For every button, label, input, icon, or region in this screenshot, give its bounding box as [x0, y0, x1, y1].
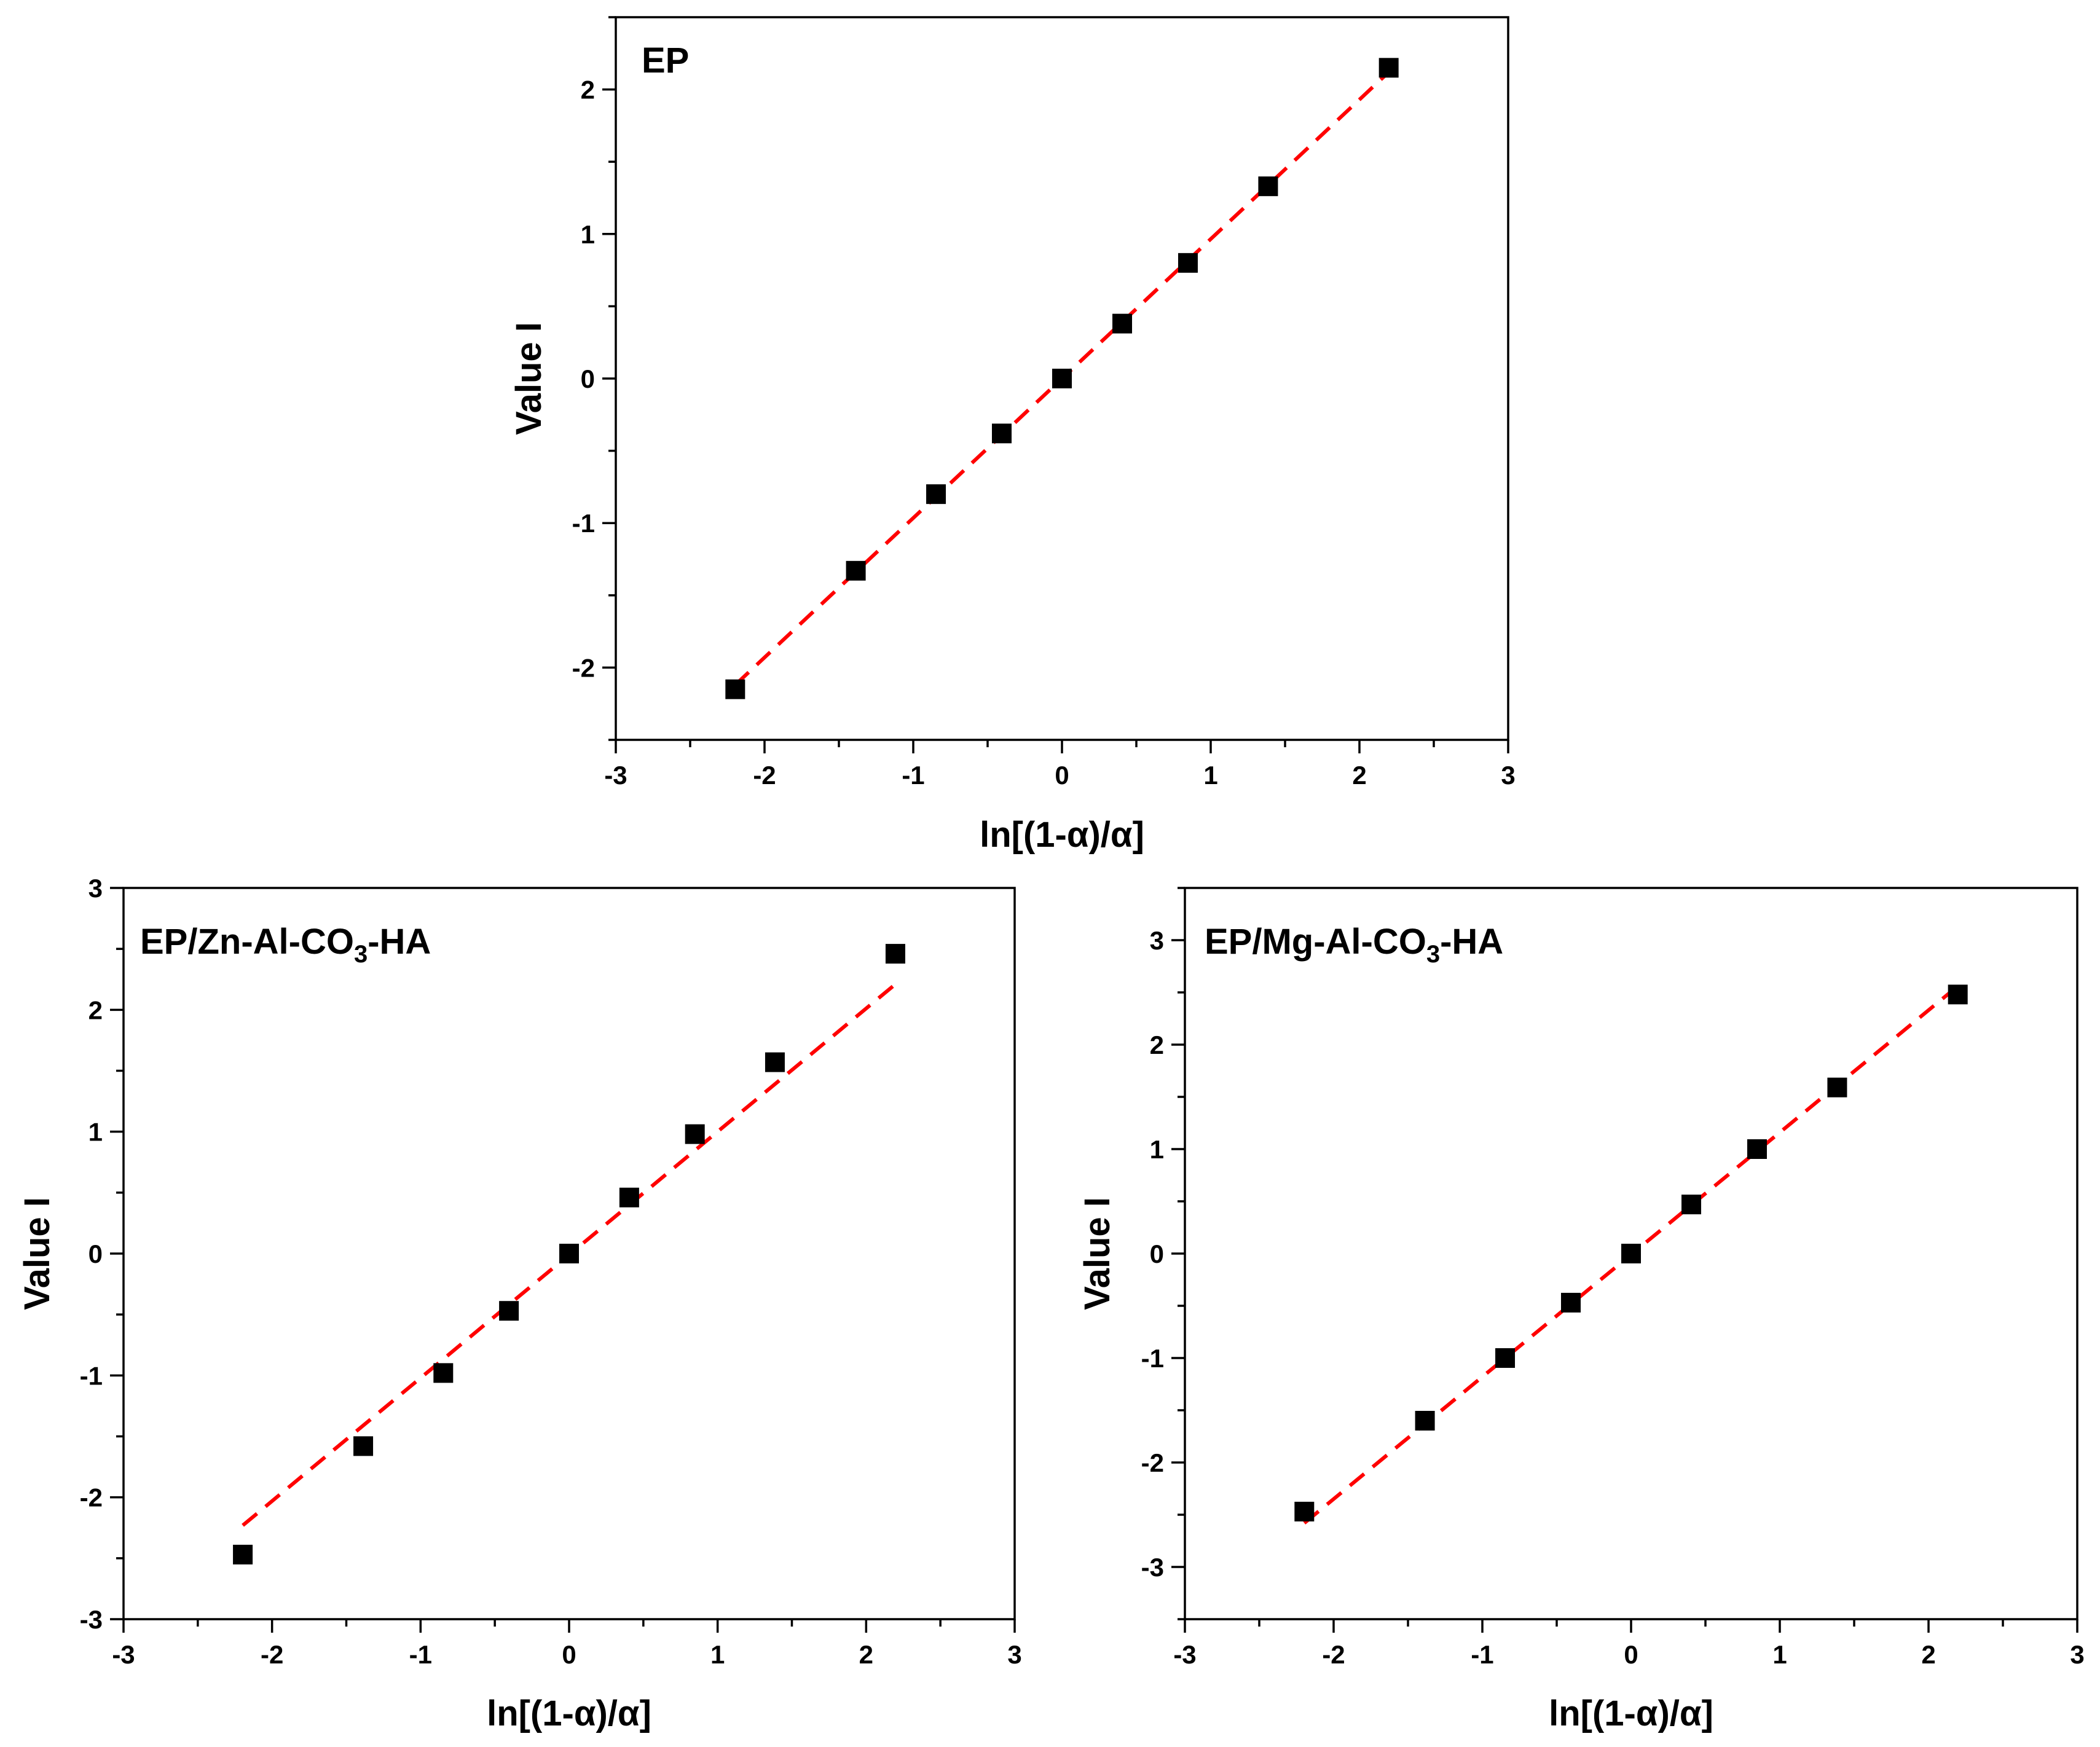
x-axis-title: ln[(1-α)/α]: [487, 1694, 651, 1733]
data-point: [1827, 1077, 1847, 1097]
x-tick-label: 0: [1624, 1640, 1638, 1669]
y-tick-label: 2: [1150, 1031, 1164, 1059]
x-tick-label: 1: [710, 1640, 725, 1669]
y-tick-label: -1: [572, 509, 595, 538]
data-point: [1560, 1292, 1581, 1313]
x-tick-label: 1: [1203, 761, 1217, 790]
y-tick-label: -2: [80, 1483, 103, 1512]
y-axis-title: Value I: [1077, 1197, 1117, 1310]
data-point: [1178, 253, 1198, 273]
x-axis-title: ln[(1-α)/α]: [1549, 1694, 1713, 1733]
y-ticks: -2 -1 0 1 2: [572, 16, 616, 741]
x-axis-title: ln[(1-α)/α]: [980, 815, 1144, 855]
y-tick-label: 3: [88, 874, 103, 903]
title-prefix: EP/Mg-Al-CO: [1205, 922, 1426, 962]
y-tick-label: -2: [572, 653, 595, 682]
panel-title: EP/Mg-Al-CO3-HA: [1205, 922, 1503, 968]
title-suffix: -HA: [368, 922, 431, 962]
data-point: [725, 679, 745, 699]
x-tick-label: -1: [902, 761, 924, 790]
y-tick-label: 0: [88, 1239, 103, 1268]
y-tick-label: 1: [581, 220, 595, 249]
x-tick-label: 2: [1352, 761, 1366, 790]
x-tick-label: -3: [604, 761, 627, 790]
y-tick-label: 1: [88, 1118, 103, 1147]
x-tick-label: 0: [562, 1640, 576, 1669]
x-ticks: -3 -2 -1 0 1 2 3: [112, 1619, 1022, 1669]
data-point: [1747, 1139, 1767, 1159]
y-axis-title: Value I: [509, 322, 549, 435]
markers: [1294, 984, 1968, 1521]
x-tick-label: 2: [859, 1640, 873, 1669]
x-tick-label: -1: [1471, 1640, 1493, 1669]
x-tick-label: 0: [1055, 761, 1069, 790]
title-subscript: 3: [1426, 941, 1440, 968]
markers: [233, 944, 905, 1564]
y-tick-label: 2: [88, 995, 103, 1024]
y-axis-title: Value I: [17, 1197, 57, 1310]
data-point: [1681, 1195, 1702, 1215]
x-tick-label: -3: [112, 1640, 135, 1669]
y-tick-label: -1: [1141, 1344, 1164, 1373]
x-tick-label: -2: [753, 761, 776, 790]
data-point: [1112, 313, 1133, 334]
x-tick-label: -1: [409, 1640, 432, 1669]
panel-title: EP/Zn-Al-CO3-HA: [140, 922, 431, 968]
y-tick-label: 0: [581, 364, 595, 393]
y-tick-label: 0: [1150, 1239, 1164, 1268]
title-suffix: -HA: [1440, 922, 1503, 962]
y-tick-label: 1: [1150, 1135, 1164, 1164]
y-ticks: -3 -2 -1 0 1 2 3: [80, 874, 124, 1634]
data-point: [559, 1244, 579, 1263]
data-point: [1621, 1244, 1641, 1263]
data-point: [885, 944, 905, 964]
data-point: [846, 560, 866, 581]
x-tick-label: -2: [261, 1640, 283, 1669]
data-point: [1378, 58, 1399, 78]
data-point: [499, 1301, 519, 1321]
x-tick-label: -2: [1322, 1640, 1345, 1669]
data-point: [1258, 176, 1278, 197]
data-point: [1495, 1348, 1516, 1368]
data-point: [1948, 984, 1968, 1005]
title-prefix: EP/Zn-Al-CO: [140, 922, 354, 962]
data-point: [926, 484, 946, 504]
data-point: [1415, 1411, 1435, 1431]
data-point: [765, 1052, 785, 1072]
data-point: [233, 1544, 253, 1564]
data-point: [353, 1436, 374, 1456]
y-tick-label: 2: [581, 76, 595, 104]
y-ticks: -3 -2 -1 0 1 2 3: [1141, 887, 1185, 1620]
data-point: [433, 1363, 454, 1383]
x-tick-label: 1: [1772, 1640, 1787, 1669]
data-point: [991, 423, 1012, 444]
x-tick-label: 3: [1501, 761, 1515, 790]
x-ticks: -3 -2 -1 0 1 2 3: [1173, 1619, 2085, 1669]
x-tick-label: 3: [2070, 1640, 2084, 1669]
x-tick-label: 2: [1921, 1640, 1935, 1669]
y-tick-label: -1: [80, 1361, 103, 1390]
y-tick-label: -3: [1141, 1553, 1164, 1582]
data-point: [685, 1124, 705, 1144]
panel-ep: -3 -2 -1 0 1 2 3 -2 -1 0 1 2 EP ln[(1-α)/α] Value …: [509, 16, 1516, 855]
title-subscript: 3: [354, 941, 368, 968]
data-point: [1052, 369, 1072, 388]
y-tick-label: -2: [1141, 1448, 1164, 1477]
panel-title: EP: [642, 41, 689, 80]
y-tick-label: 3: [1150, 926, 1164, 955]
data-point: [619, 1187, 639, 1207]
data-point: [1294, 1501, 1315, 1521]
y-tick-label: -3: [80, 1605, 103, 1634]
x-tick-label: 3: [1007, 1640, 1021, 1669]
markers: [725, 58, 1399, 699]
x-tick-label: -3: [1173, 1640, 1196, 1669]
x-ticks: -3 -2 -1 0 1 2 3: [604, 740, 1516, 790]
